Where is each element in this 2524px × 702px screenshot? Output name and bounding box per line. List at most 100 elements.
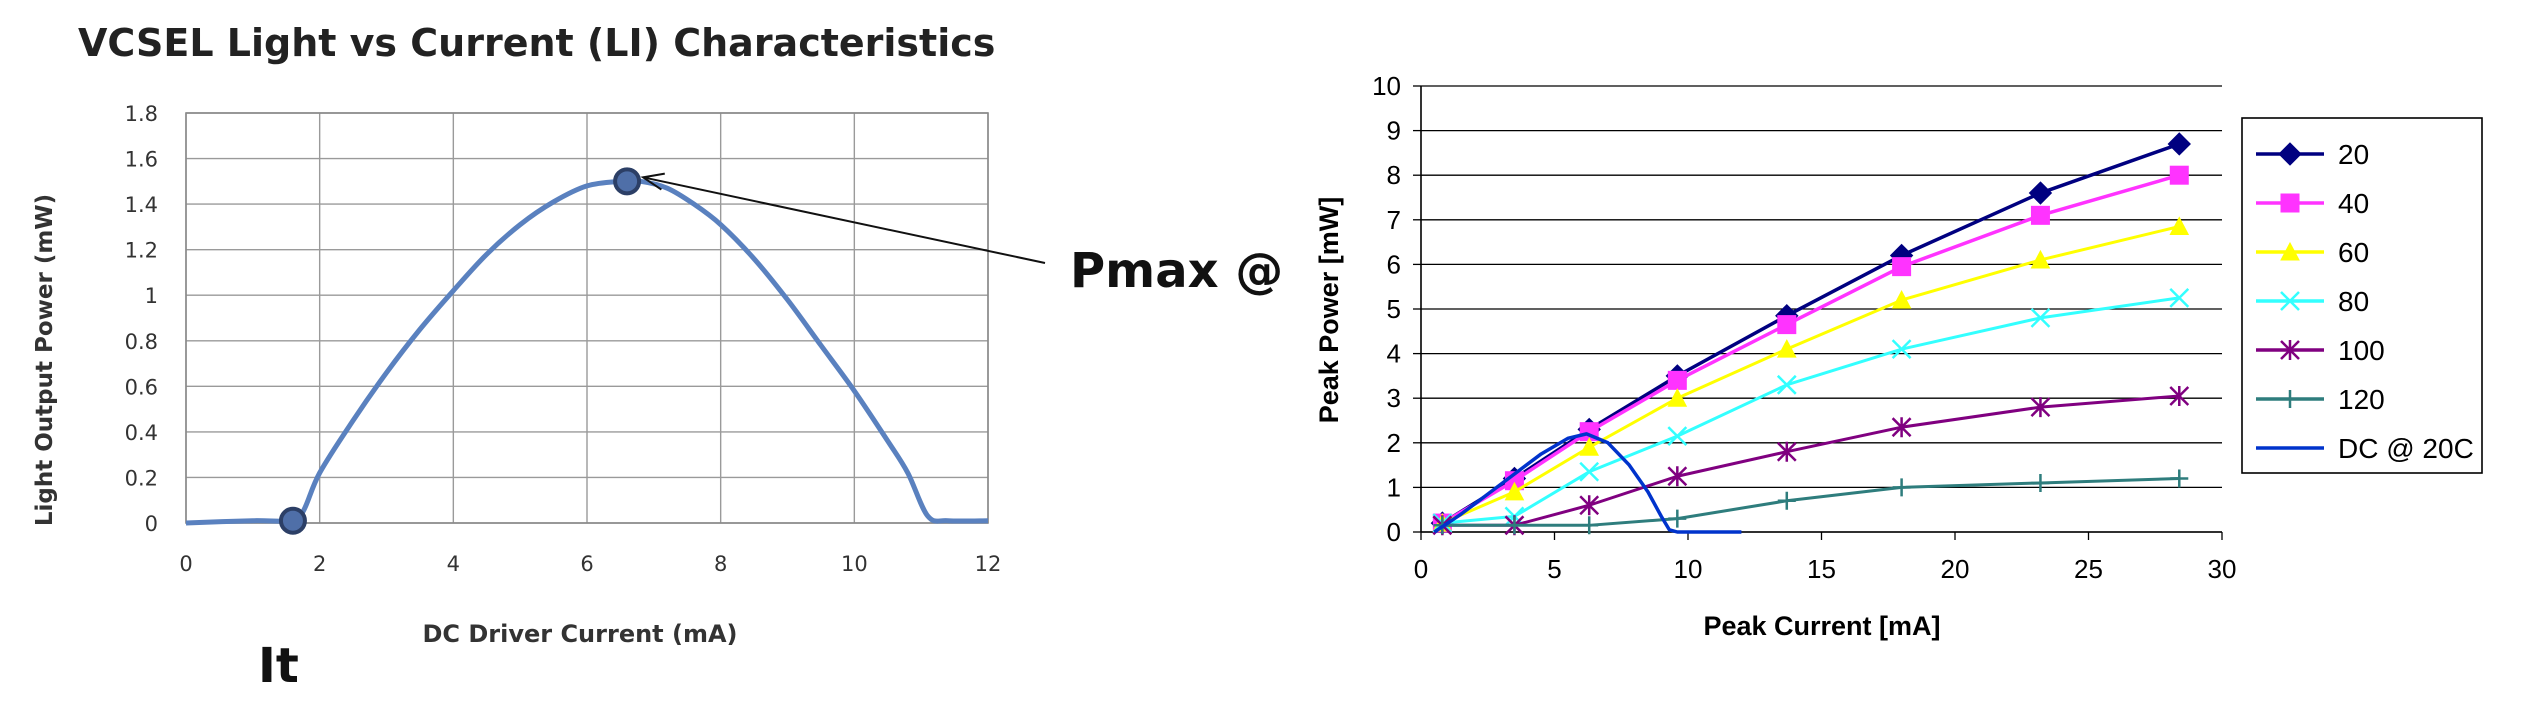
data-point — [1667, 426, 1688, 446]
data-point — [1580, 516, 1599, 535]
legend-swatch-marker — [2280, 193, 2300, 213]
left-chart-xlabel: DC Driver Current (mA) — [422, 620, 737, 648]
left-plot-frame — [185, 112, 989, 524]
data-point — [2169, 216, 2190, 235]
legend-label: 100 — [2338, 335, 2385, 366]
data-point — [2167, 132, 2191, 156]
legend-label: 20 — [2338, 139, 2369, 170]
data-point — [2030, 308, 2051, 328]
left-y-tick-label: 1.8 — [125, 102, 158, 126]
right-x-tick-label: 0 — [1414, 554, 1428, 584]
data-point — [1891, 339, 1912, 360]
left-x-tick-label: 12 — [975, 552, 1002, 576]
left-y-tick-label: 0.8 — [125, 330, 158, 354]
series-120 — [1433, 469, 2189, 535]
right-x-tick-label: 5 — [1547, 554, 1561, 584]
pmax-arrow-head — [640, 172, 665, 191]
right-x-tick-label: 15 — [1807, 554, 1836, 584]
legend-label: 40 — [2338, 188, 2369, 219]
data-point — [1579, 437, 1600, 456]
series-line — [1442, 296, 2180, 525]
left-y-tick-label: 0.4 — [125, 421, 158, 445]
data-point — [2170, 469, 2189, 488]
data-point — [1777, 315, 1797, 335]
data-point — [1667, 370, 1687, 390]
left-x-tick-label: 2 — [313, 552, 326, 576]
data-point — [2030, 205, 2050, 225]
left-x-tick-label: 10 — [841, 552, 868, 576]
legend-swatch-marker — [2280, 241, 2300, 261]
series-line — [1441, 142, 2180, 525]
left-x-tick-label: 0 — [179, 552, 192, 576]
right-y-tick-label: 3 — [1387, 383, 1401, 413]
legend-swatch-marker — [2280, 291, 2300, 311]
data-point — [1891, 417, 1912, 438]
data-point — [1668, 509, 1687, 528]
series-line — [1442, 476, 2180, 527]
series-line — [1442, 394, 2180, 527]
series-100 — [1432, 385, 2190, 536]
data-point — [1776, 374, 1797, 395]
series-line — [1441, 225, 2180, 525]
pmax-arrow-line — [642, 176, 1046, 264]
left-y-tick-label: 1.6 — [125, 148, 158, 172]
legend-swatch-marker — [2281, 390, 2299, 408]
legend-label: 80 — [2338, 286, 2369, 317]
series-80 — [1432, 287, 2190, 533]
legend-box — [2241, 117, 2483, 474]
data-point — [2028, 181, 2053, 205]
data-point — [1667, 466, 1688, 487]
data-point — [2030, 397, 2051, 418]
left-y-tick-label: 1 — [145, 284, 158, 308]
data-point — [2169, 165, 2189, 185]
left-chart-title: VCSEL Light vs Current (LI) Characterist… — [78, 21, 995, 65]
series-line — [1441, 173, 2180, 525]
series-line — [1433, 432, 1742, 534]
data-point — [2030, 249, 2051, 269]
left-chart: 0 0.2 0.4 0.6 0.8 1 1.2 1.4 1.6 1.8 0 2 4 6 8 10 12 — [125, 102, 1046, 576]
data-point — [1891, 290, 1912, 309]
data-point — [2031, 473, 2050, 492]
right-x-tick-label: 30 — [2208, 554, 2237, 584]
it-annotation: It — [258, 638, 299, 694]
right-y-tick-label: 9 — [1387, 116, 1401, 146]
left-marker-pmax — [613, 167, 642, 196]
data-point — [1777, 491, 1796, 510]
left-y-tick-label: 0.6 — [125, 375, 158, 399]
right-chart: 0 1 2 3 4 5 6 7 8 9 10 0 5 10 15 20 25 30 — [1372, 71, 2236, 584]
left-y-tick-label: 0 — [145, 512, 158, 536]
right-y-tick-label: 1 — [1387, 472, 1401, 502]
left-y-tick-label: 1.2 — [125, 239, 158, 263]
data-point — [1776, 339, 1797, 358]
data-point — [1504, 481, 1525, 501]
data-point — [1892, 478, 1911, 497]
right-x-tick-label: 20 — [1941, 554, 1970, 584]
series-dc-20c — [1433, 432, 1742, 534]
data-point — [1776, 441, 1797, 462]
left-x-tick-label: 8 — [714, 552, 727, 576]
left-x-tick-label: 6 — [580, 552, 593, 576]
right-chart-legend: 20 40 60 80 100 120 DC @ 20C — [2241, 117, 2483, 474]
left-marker-it — [278, 506, 307, 535]
left-y-tick-label: 1.4 — [125, 193, 158, 217]
right-y-tick-label: 8 — [1387, 160, 1401, 190]
pmax-annotation: Pmax @ — [1070, 243, 1283, 299]
right-y-tick-label: 7 — [1387, 205, 1401, 235]
right-x-tick-label: 10 — [1674, 554, 1703, 584]
right-x-tick-label: 25 — [2074, 554, 2103, 584]
right-y-tick-label: 10 — [1372, 71, 1401, 101]
right-y-tick-label: 5 — [1387, 294, 1401, 324]
right-chart-xlabel: Peak Current [mA] — [1703, 611, 1940, 641]
series-40 — [1432, 165, 2189, 533]
data-point — [2169, 287, 2190, 308]
left-x-tick-label: 4 — [447, 552, 460, 576]
legend-swatch-marker — [2280, 340, 2300, 360]
data-point — [1505, 516, 1524, 535]
right-y-tick-label: 2 — [1387, 428, 1401, 458]
data-point — [2169, 385, 2190, 406]
data-point — [1579, 495, 1600, 516]
legend-label: DC @ 20C — [2338, 433, 2474, 464]
right-y-tick-label: 0 — [1387, 517, 1401, 547]
data-point — [1667, 388, 1688, 407]
